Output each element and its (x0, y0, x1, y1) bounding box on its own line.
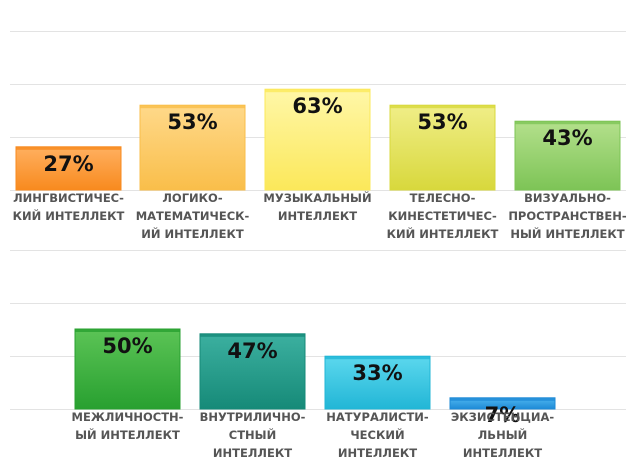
bar-value-label: 33% (352, 361, 402, 385)
bar (139, 104, 246, 191)
category-label: ЛИНГВИСТИЧЕС-КИЙ ИНТЕЛЛЕКТ (13, 191, 125, 223)
bar-value-label: 27% (43, 152, 93, 176)
bar-value-label: 63% (292, 94, 342, 118)
bar-top-edge (390, 105, 495, 109)
bar (514, 120, 621, 191)
bar-top-edge (515, 121, 620, 125)
category-label: ТЕЛЕСНО-КИНЕСТЕТИЧЕС-КИЙ ИНТЕЛЛЕКТ (387, 191, 499, 241)
category-label: ЛОГИКО-МАТЕМАТИЧЕСК-ИЙ ИНТЕЛЛЕКТ (136, 191, 250, 241)
bar-value-label: 53% (167, 110, 217, 134)
bar-value-label: 43% (542, 126, 592, 150)
category-label: ВИЗУАЛЬНО-ПРОСТРАНСТВЕН-НЫЙ ИНТЕЛЛЕКТ (508, 191, 627, 241)
category-label: МЕЖЛИЧНОСТН-ЫЙ ИНТЕЛЛЕКТ (72, 410, 184, 442)
bar (15, 146, 122, 191)
category-label: ВНУТРИЛИЧНО-СТНЫЙ ИНТЕЛЛЕКТ (200, 410, 306, 460)
bar (264, 88, 371, 191)
bar-top-edge (75, 329, 180, 332)
bar (324, 355, 431, 410)
bar-top-edge (200, 333, 305, 337)
bar-value-label: 47% (227, 339, 277, 363)
bar-top-edge (265, 89, 370, 93)
category-label: НАТУРАЛИСТИ-ЧЕСКИЙ ИНТЕЛЛЕКТ (326, 410, 429, 460)
bar-top-edge (16, 146, 121, 150)
bar-value-label: 7% (485, 403, 521, 427)
bar-value-label: 50% (102, 334, 152, 358)
category-label: МУЗЫКАЛЬНЫЙ ИНТЕЛЛЕКТ (263, 190, 371, 223)
category-label: ЭКЗИСТЕНЦИА-ЛЬНЫЙ ИНТЕЛЛЕКТ (451, 410, 555, 460)
bar-top-edge (140, 105, 245, 109)
bar-top-edge (450, 397, 555, 401)
chart-panel-1: 27% ЛИНГВИСТИЧЕС-КИЙ ИНТЕЛЛЕКТ 53% ЛОГИКО-М… (10, 31, 627, 241)
chart-panel-2: 50% МЕЖЛИЧНОСТН-ЫЙ ИНТЕЛЛЕКТ 47% ВНУТРИЛИЧН… (10, 250, 626, 460)
bar (389, 104, 496, 191)
bar-value-label: 53% (417, 110, 467, 134)
bar-top-edge (325, 356, 430, 360)
